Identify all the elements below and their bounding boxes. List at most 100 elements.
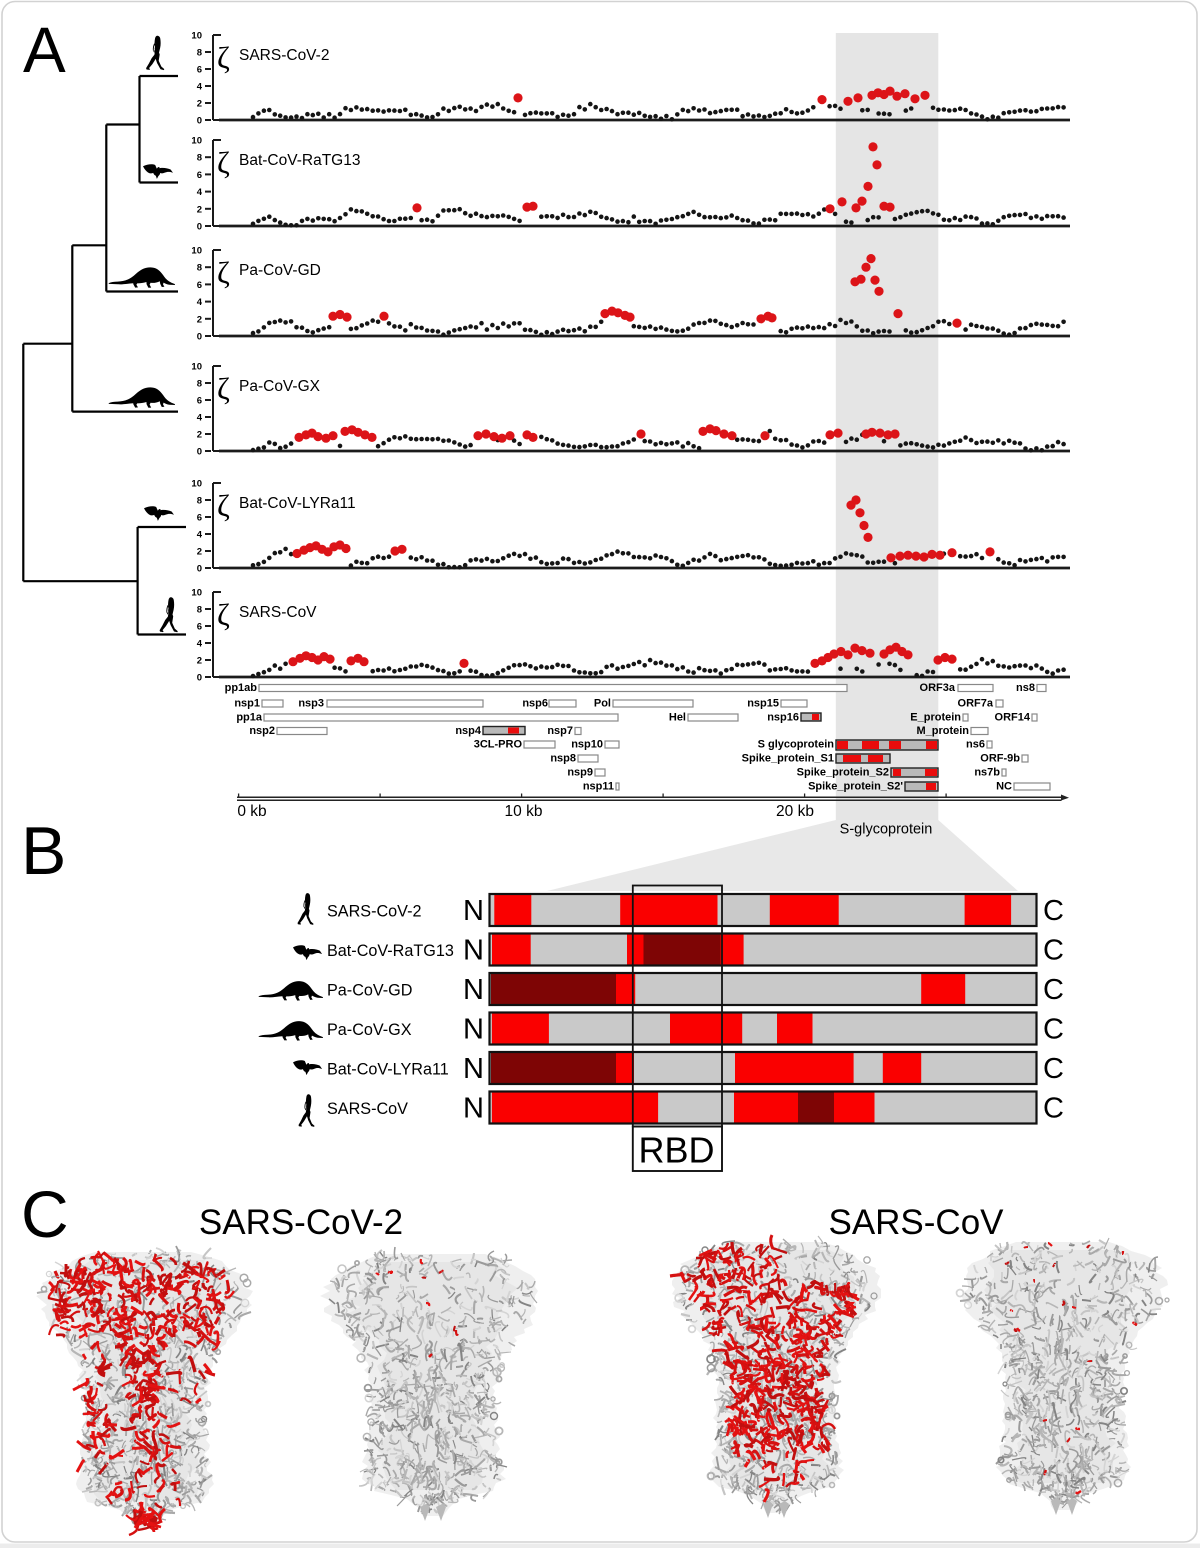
svg-text:pp1ab: pp1ab	[225, 682, 258, 694]
svg-text:ORF3a: ORF3a	[920, 682, 956, 694]
svg-text:8: 8	[197, 496, 202, 507]
svg-text:A: A	[23, 14, 66, 86]
svg-text:10: 10	[191, 362, 202, 373]
svg-text:Pol: Pol	[594, 698, 611, 710]
svg-text:6: 6	[197, 622, 202, 633]
svg-text:0: 0	[197, 116, 202, 127]
svg-text:nsp7: nsp7	[547, 725, 573, 737]
svg-text:ns8: ns8	[1016, 682, 1035, 694]
svg-text:6: 6	[197, 65, 202, 76]
svg-text:C: C	[1043, 1014, 1064, 1046]
svg-text:ns7b: ns7b	[974, 767, 1000, 779]
svg-text:N: N	[463, 935, 484, 967]
svg-text:C: C	[1043, 895, 1064, 927]
svg-text:2: 2	[197, 430, 202, 441]
svg-text:nsp3: nsp3	[298, 698, 324, 710]
svg-text:2: 2	[197, 204, 202, 215]
svg-text:8: 8	[197, 263, 202, 274]
svg-text:N: N	[463, 1093, 484, 1125]
svg-text:N: N	[463, 974, 484, 1006]
svg-text:nsp8: nsp8	[550, 753, 576, 765]
svg-text:SARS-CoV-2: SARS-CoV-2	[239, 47, 329, 64]
svg-text:N: N	[463, 1053, 484, 1085]
svg-text:4: 4	[197, 187, 203, 198]
svg-text:10 kb: 10 kb	[505, 803, 543, 820]
svg-text:C: C	[1043, 974, 1064, 1006]
svg-text:C: C	[21, 1177, 69, 1251]
svg-text:SARS-CoV: SARS-CoV	[239, 604, 317, 621]
svg-text:ζ: ζ	[217, 597, 230, 632]
svg-text:nsp11: nsp11	[583, 781, 614, 793]
svg-text:0: 0	[197, 447, 202, 458]
svg-text:6: 6	[197, 513, 202, 524]
svg-text:8: 8	[197, 153, 202, 164]
svg-text:0: 0	[197, 564, 202, 575]
svg-text:3CL-PRO: 3CL-PRO	[474, 739, 523, 751]
svg-text:0 kb: 0 kb	[237, 803, 266, 820]
svg-text:B: B	[21, 813, 66, 889]
svg-text:2: 2	[197, 547, 202, 558]
svg-text:4: 4	[197, 530, 203, 541]
svg-text:SARS-CoV-2: SARS-CoV-2	[199, 1203, 403, 1242]
svg-text:ORF7a: ORF7a	[958, 698, 994, 710]
svg-text:S-glycoprotein: S-glycoprotein	[840, 822, 933, 838]
svg-text:2: 2	[197, 656, 202, 667]
svg-text:nsp2: nsp2	[249, 725, 275, 737]
svg-text:C: C	[1043, 1053, 1064, 1085]
svg-text:Spike_protein_S2': Spike_protein_S2'	[808, 781, 903, 793]
svg-text:8: 8	[197, 379, 202, 390]
svg-text:NC: NC	[996, 781, 1012, 793]
svg-text:nsp16: nsp16	[767, 712, 799, 724]
svg-text:Bat-CoV-LYRa11: Bat-CoV-LYRa11	[327, 1061, 449, 1079]
svg-text:RBD: RBD	[638, 1130, 714, 1171]
svg-text:ORF14: ORF14	[995, 712, 1031, 724]
svg-text:0: 0	[197, 673, 202, 684]
svg-text:ζ: ζ	[217, 371, 230, 406]
svg-text:nsp9: nsp9	[567, 767, 593, 779]
svg-text:SARS-CoV: SARS-CoV	[828, 1203, 1004, 1242]
svg-text:8: 8	[197, 48, 202, 59]
svg-text:C: C	[1043, 1093, 1064, 1125]
svg-text:pp1a: pp1a	[236, 712, 263, 724]
svg-text:8: 8	[197, 605, 202, 616]
svg-text:ζ: ζ	[217, 145, 230, 180]
svg-text:20 kb: 20 kb	[776, 803, 814, 820]
svg-text:0: 0	[197, 222, 202, 233]
svg-text:S glycoprotein: S glycoprotein	[758, 739, 835, 751]
svg-text:10: 10	[191, 588, 202, 599]
svg-text:Spike_protein_S1: Spike_protein_S1	[742, 753, 834, 765]
svg-text:SARS-CoV-2: SARS-CoV-2	[327, 903, 421, 921]
svg-text:6: 6	[197, 170, 202, 181]
svg-text:Bat-CoV-LYRa11: Bat-CoV-LYRa11	[239, 495, 356, 512]
svg-text:SARS-CoV: SARS-CoV	[327, 1100, 408, 1118]
svg-text:Pa-CoV-GX: Pa-CoV-GX	[327, 1021, 412, 1039]
svg-text:10: 10	[191, 479, 202, 490]
svg-text:6: 6	[197, 396, 202, 407]
svg-text:C: C	[1043, 935, 1064, 967]
svg-text:10: 10	[191, 246, 202, 257]
svg-text:Pa-CoV-GX: Pa-CoV-GX	[239, 378, 321, 395]
svg-text:Pa-CoV-GD: Pa-CoV-GD	[327, 982, 412, 1000]
svg-text:Pa-CoV-GD: Pa-CoV-GD	[239, 262, 321, 279]
svg-text:Hel: Hel	[669, 712, 686, 724]
svg-text:ζ: ζ	[217, 488, 230, 523]
svg-text:ns6: ns6	[966, 739, 985, 751]
svg-text:6: 6	[197, 280, 202, 291]
svg-text:nsp15: nsp15	[747, 698, 779, 710]
svg-text:nsp1: nsp1	[234, 698, 260, 710]
svg-text:Spike_protein_S2: Spike_protein_S2	[797, 767, 889, 779]
svg-text:10: 10	[191, 136, 202, 147]
svg-text:M_protein: M_protein	[916, 725, 969, 737]
svg-text:Bat-CoV-RaTG13: Bat-CoV-RaTG13	[239, 152, 360, 169]
svg-text:2: 2	[197, 314, 202, 325]
svg-text:nsp4: nsp4	[455, 725, 482, 737]
svg-text:ζ: ζ	[217, 40, 230, 75]
svg-text:4: 4	[197, 639, 203, 650]
svg-text:N: N	[463, 1014, 484, 1046]
svg-text:10: 10	[191, 31, 202, 42]
svg-text:2: 2	[197, 99, 202, 110]
svg-text:N: N	[463, 895, 484, 927]
svg-text:0: 0	[197, 332, 202, 343]
svg-text:4: 4	[197, 82, 203, 93]
svg-text:E_protein: E_protein	[910, 712, 961, 724]
